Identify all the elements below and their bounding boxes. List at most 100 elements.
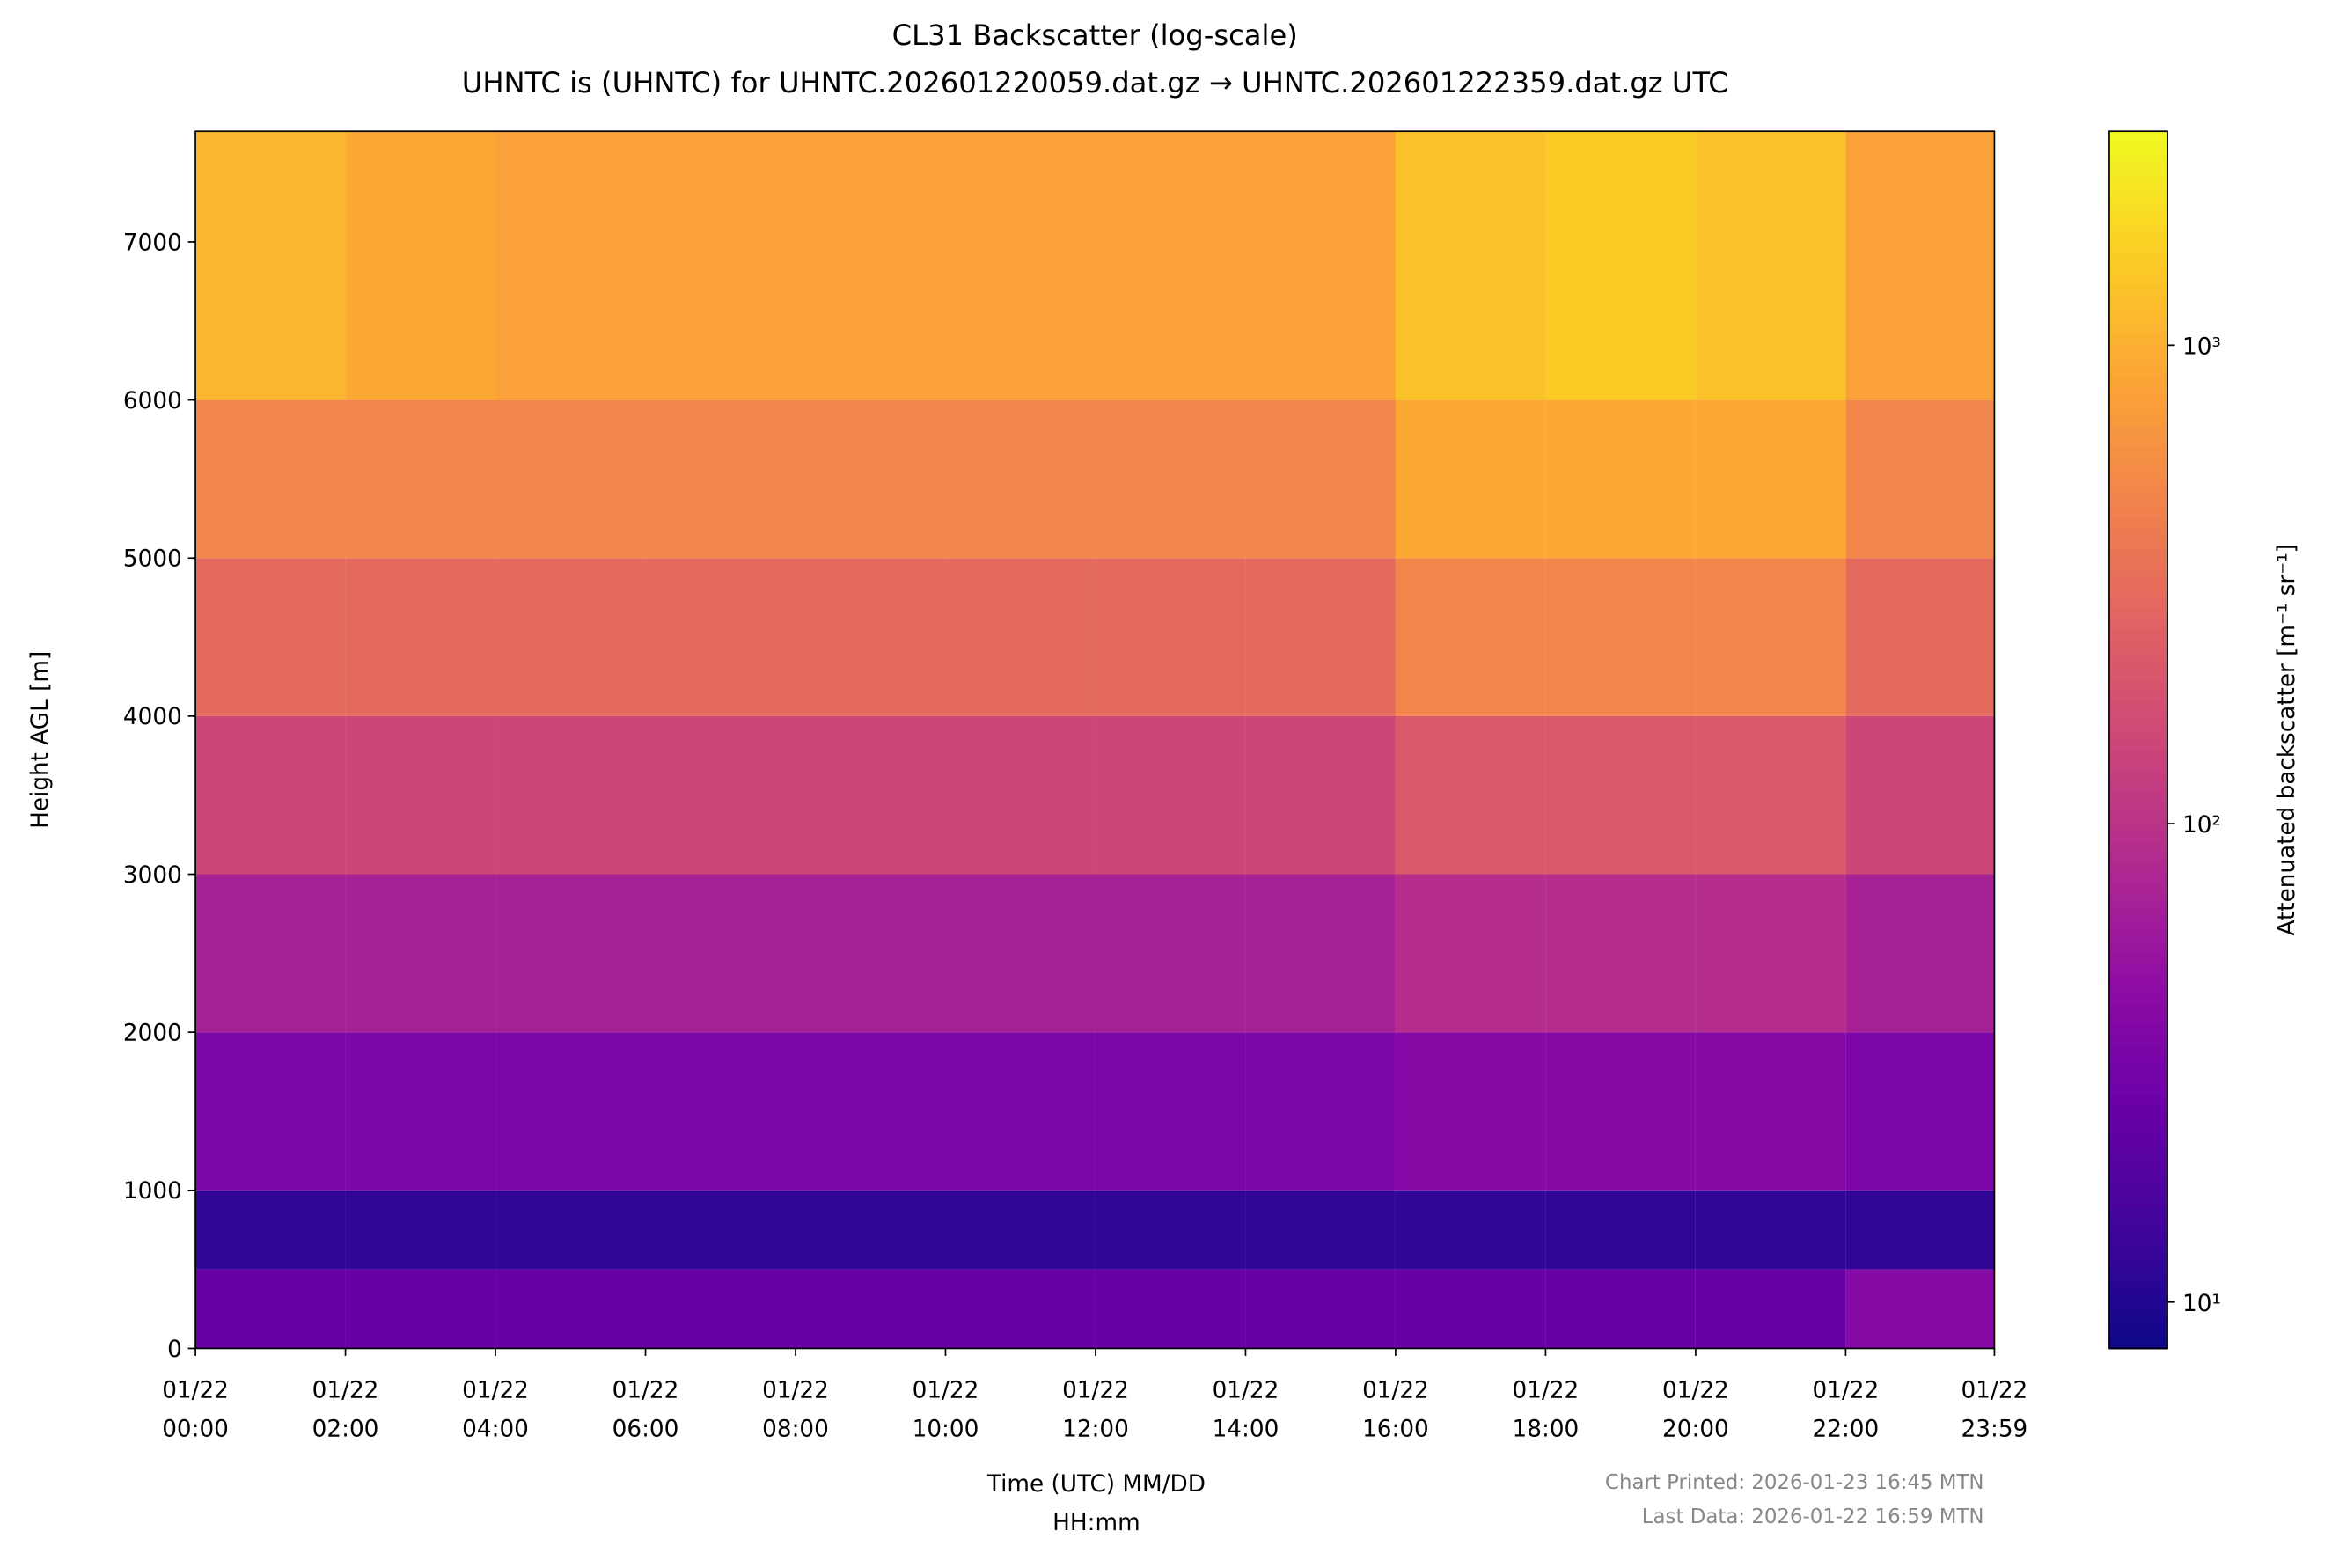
colorbar-gradient (2108, 1267, 2168, 1279)
heatmap-cell (1395, 131, 1546, 400)
heatmap-cell (1245, 1190, 1396, 1270)
colorbar-gradient (2108, 1317, 2168, 1330)
colorbar-gradient (2108, 201, 2168, 214)
heatmap-cell (1695, 1032, 1846, 1191)
heatmap-cell (945, 1190, 1096, 1270)
colorbar-gradient (2108, 983, 2168, 995)
colorbar-gradient (2108, 607, 2168, 619)
heatmap-cell (795, 399, 946, 559)
colorbar-gradient (2108, 506, 2168, 518)
colorbar-gradient (2108, 1003, 2168, 1015)
colorbar-gradient (2108, 577, 2168, 589)
heatmap-cell (495, 874, 646, 1033)
colorbar-gradient (2108, 1104, 2168, 1117)
colorbar-gradient (2108, 597, 2168, 609)
heatmap-cell (1095, 1269, 1246, 1349)
colorbar-gradient (2108, 638, 2168, 650)
colorbar-gradient (2108, 476, 2168, 487)
colorbar-gradient (2108, 1084, 2168, 1096)
chart-subtitle: UHNTC is (UHNTC) for UHNTC.202601220059.… (462, 66, 1728, 99)
colorbar-tick-label: 10² (2182, 812, 2221, 839)
colorbar-gradient (2108, 1257, 2168, 1269)
colorbar-gradient (2108, 151, 2168, 163)
colorbar-gradient (2108, 385, 2168, 396)
colorbar-gradient (2108, 1176, 2168, 1188)
colorbar-gradient (2108, 293, 2168, 305)
heatmap-cell (1395, 399, 1546, 559)
colorbar-gradient (2108, 851, 2168, 863)
x-tick-label: 01/22 16:00 (1362, 1377, 1429, 1442)
heatmap-cell (1095, 399, 1246, 559)
heatmap-cell (1395, 1032, 1546, 1191)
x-tick-label: 01/22 00:00 (162, 1377, 229, 1442)
heatmap-cell (1395, 874, 1546, 1033)
colorbar-gradient (2108, 729, 2168, 741)
heatmap-cell (1845, 874, 1995, 1033)
colorbar-gradient (2108, 810, 2168, 823)
colorbar-gradient (2108, 902, 2168, 913)
x-tick-label: 01/22 06:00 (612, 1377, 679, 1442)
heatmap-cell (1245, 1032, 1396, 1191)
x-tick-label: 01/22 02:00 (312, 1377, 379, 1442)
heatmap-cell (495, 715, 646, 875)
colorbar-gradient (2108, 750, 2168, 761)
colorbar-gradient (2108, 669, 2168, 680)
colorbar-gradient (2108, 1064, 2168, 1076)
colorbar-gradient (2108, 952, 2168, 964)
colorbar-gradient (2108, 841, 2168, 853)
colorbar-gradient (2108, 1034, 2168, 1045)
heatmap-cell (1695, 1269, 1846, 1349)
heatmap-cell (345, 1269, 496, 1349)
colorbar-gradient (2108, 861, 2168, 873)
colorbar-gradient (2108, 344, 2168, 355)
heatmap-cell (645, 715, 796, 875)
heatmap-cell (795, 1190, 946, 1270)
colorbar-gradient (2108, 759, 2168, 772)
colorbar-gradient (2108, 1125, 2168, 1137)
colorbar-gradient (2108, 324, 2168, 335)
colorbar-tick-label: 10³ (2182, 333, 2221, 360)
colorbar-gradient (2108, 283, 2168, 295)
colorbar-gradient (2108, 333, 2168, 346)
colorbar-frame (2108, 130, 2168, 1350)
heatmap-cell (345, 558, 496, 716)
colorbar-gradient (2108, 891, 2168, 904)
colorbar-gradient (2108, 628, 2168, 640)
heatmap-cell (1845, 1190, 1995, 1270)
colorbar-gradient (2108, 425, 2168, 437)
heatmap-cell (195, 1032, 346, 1191)
colorbar-gradient (2108, 587, 2168, 599)
heatmap-cell (1245, 558, 1396, 716)
colorbar-gradient (2108, 993, 2168, 1005)
y-tick-label: 3000 (123, 862, 182, 889)
colorbar-gradient (2108, 436, 2168, 447)
colorbar-gradient (2108, 496, 2168, 508)
heatmap-cell (195, 399, 346, 559)
heatmap-cell (945, 874, 1096, 1033)
heatmap-cell (795, 1032, 946, 1191)
colorbar-gradient (2108, 648, 2168, 660)
y-tick-label: 6000 (123, 388, 182, 414)
colorbar-gradient (2108, 1095, 2168, 1106)
x-tick-label: 01/22 14:00 (1213, 1377, 1279, 1442)
colorbar-gradient (2108, 678, 2168, 691)
heatmap-cell (1845, 715, 1995, 875)
colorbar-gradient (2108, 517, 2168, 528)
heatmap-cell (1095, 131, 1246, 400)
colorbar-gradient (2108, 1054, 2168, 1066)
heatmap-cell (1695, 399, 1846, 559)
y-tick-label: 2000 (123, 1020, 182, 1046)
x-tick-label: 01/22 23:59 (1961, 1377, 2028, 1442)
heatmap-cell (1545, 715, 1696, 875)
heatmap-cell (945, 1032, 1096, 1191)
colorbar-gradient (2108, 831, 2168, 843)
heatmap-cell (345, 399, 496, 559)
heatmap-cell (1545, 558, 1696, 716)
colorbar-gradient (2108, 1196, 2168, 1208)
colorbar-gradient (2108, 963, 2168, 974)
colorbar-gradient (2108, 1308, 2168, 1319)
colorbar-gradient (2108, 537, 2168, 548)
y-tick-label: 5000 (123, 546, 182, 573)
heatmap-cell (645, 874, 796, 1033)
colorbar-gradient (2108, 1115, 2168, 1126)
